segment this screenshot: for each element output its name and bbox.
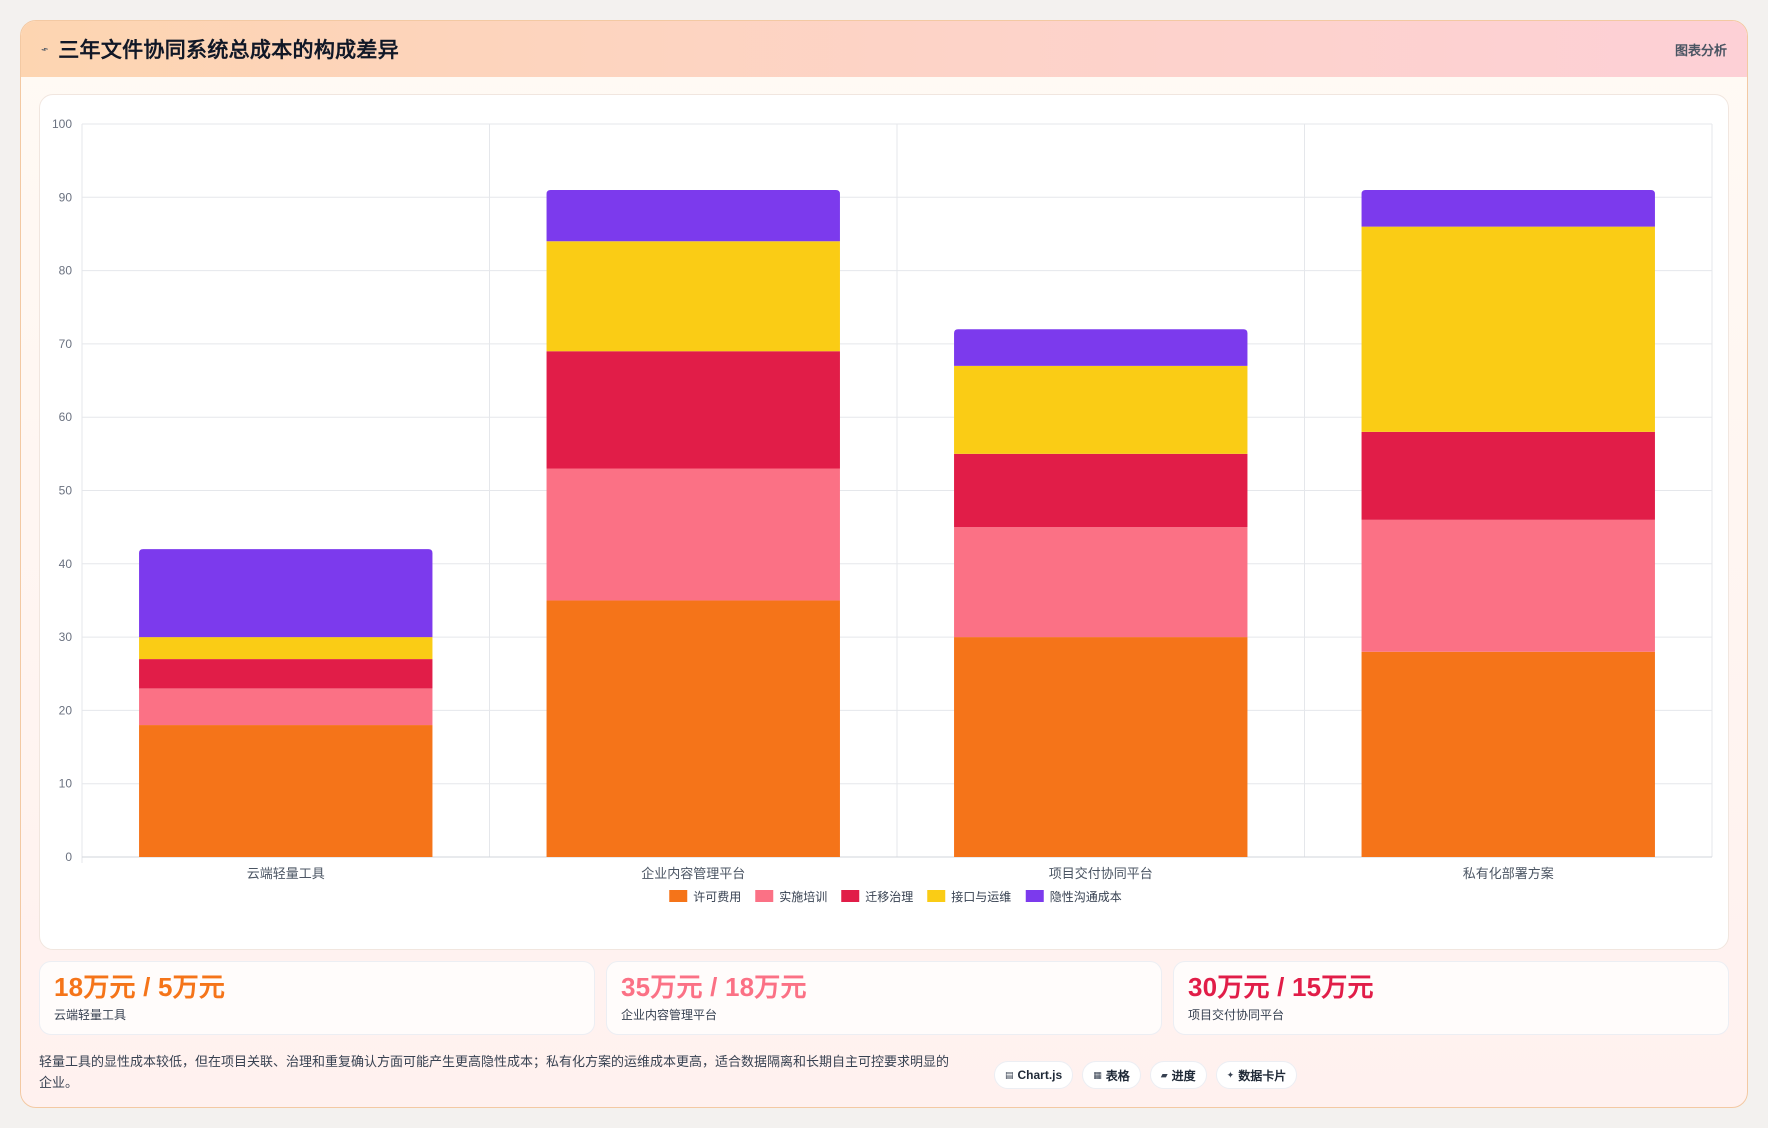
stacked-bar-chart: 0 10 20 30 40 50 60 70 80 90 100 云端轻量工具 企业内容管理平台 项目交付… [52,117,1713,904]
bar-segment [546,600,840,857]
metric-label: 云端轻量工具 [54,1008,127,1022]
bar-segment [954,453,1248,528]
bar-segment [954,365,1248,454]
y-tick-label: 60 [59,410,73,424]
card-header: ⌁ 三年文件协同系统总成本的构成差异 图表分析 [21,21,1747,77]
y-tick-label: 30 [59,630,73,644]
y-tick-label: 0 [65,850,72,864]
bar-segment [546,468,840,601]
chart-analysis-label: 图表分析 [1674,43,1727,58]
metric-card: 35万元 / 18万元 企业内容管理平台 [606,961,1162,1035]
bar-segment [1361,519,1655,652]
y-tick-label: 40 [59,557,73,571]
legend-label: 迁移治理 [865,890,913,904]
bar-segment [139,688,433,726]
metric-label: 项目交付协同平台 [1188,1008,1285,1022]
x-tick-label: 私有化部署方案 [1463,866,1554,881]
bar-segment [1361,189,1655,227]
metric-cards: 18万元 / 5万元 云端轻量工具 35万元 / 18万元 企业内容管理平台 3… [39,961,1729,1035]
metric-value: 18万元 / 5万元 [54,972,226,1002]
bar-segment [954,527,1248,638]
legend-swatch [841,890,860,902]
table-icon: ▦ [1093,1069,1102,1080]
tag-chartjs[interactable]: ▤ Chart.js [994,1061,1074,1089]
legend-label: 隐性沟通成本 [1050,890,1122,904]
footer: 轻量工具的显性成本较低，但在项目关联、治理和重复确认方面可能产生更高隐性成本；私… [39,1051,1729,1091]
legend-label: 接口与运维 [951,889,1011,904]
sparkle-icon: ✦ [1226,1069,1235,1080]
legend-swatch [755,890,774,902]
y-tick-label: 70 [59,337,73,351]
tag-list: ▤ Chart.js ▦ 表格 ▰ 进度 ✦ 数据卡片 [994,1061,1298,1089]
bar-segment [139,637,433,660]
tag-label: 进度 [1171,1068,1196,1083]
tag-table[interactable]: ▦ 表格 [1082,1061,1141,1089]
legend-swatch [669,890,688,902]
legend-swatch [1025,890,1044,902]
bar-segment [1361,651,1655,857]
y-tick-label: 10 [59,777,73,791]
page-title: 三年文件协同系统总成本的构成差异 [58,39,400,62]
metric-card: 30万元 / 15万元 项目交付协同平台 [1173,961,1729,1035]
legend-label: 实施培训 [779,889,827,904]
y-tick-label: 80 [59,264,73,278]
legend-label: 许可费用 [693,890,741,904]
y-tick-label: 20 [59,703,73,717]
tag-label: 表格 [1105,1068,1130,1083]
bar-segment [139,549,433,638]
legend-swatch [927,890,946,902]
bar-segment [546,189,840,242]
x-tick-label: 项目交付协同平台 [1049,866,1153,881]
bar-segment [954,637,1248,857]
metric-label: 企业内容管理平台 [621,1008,718,1022]
bar-segment [1361,431,1655,520]
tag-data-card[interactable]: ✦ 数据卡片 [1215,1061,1298,1089]
metric-value: 35万元 / 18万元 [621,972,807,1002]
bar-segment [546,241,840,352]
chart-icon: ▤ [1005,1069,1014,1080]
tag-label: Chart.js [1017,1068,1063,1082]
x-tick-label: 云端轻量工具 [247,866,325,881]
x-tick-label: 企业内容管理平台 [641,866,745,881]
bar-segment [1361,226,1655,432]
bar-segment [954,329,1248,366]
y-tick-label: 50 [59,484,73,498]
metric-value: 30万元 / 15万元 [1188,972,1374,1002]
tag-progress[interactable]: ▰ 进度 [1149,1061,1207,1089]
y-tick-label: 90 [59,190,73,204]
tag-label: 数据卡片 [1238,1068,1287,1083]
y-tick-label: 100 [52,117,72,131]
footer-note: 轻量工具的显性成本较低，但在项目关联、治理和重复确认方面可能产生更高隐性成本；私… [39,1054,950,1090]
bar-segment [546,351,840,469]
chart-card: ⌁ 三年文件协同系统总成本的构成差异 图表分析 0 10 20 30 40 50 60 70 8… [20,20,1748,1108]
metric-card: 18万元 / 5万元 云端轻量工具 [39,961,595,1035]
bar-segment [139,725,433,857]
progress-icon: ▰ [1160,1069,1168,1080]
bar-segment [139,659,433,689]
lightning-icon: ⌁ [38,41,51,57]
chart-panel: 0 10 20 30 40 50 60 70 80 90 100 云端轻量工具 企业内容管理平台 项目交付… [39,94,1729,950]
